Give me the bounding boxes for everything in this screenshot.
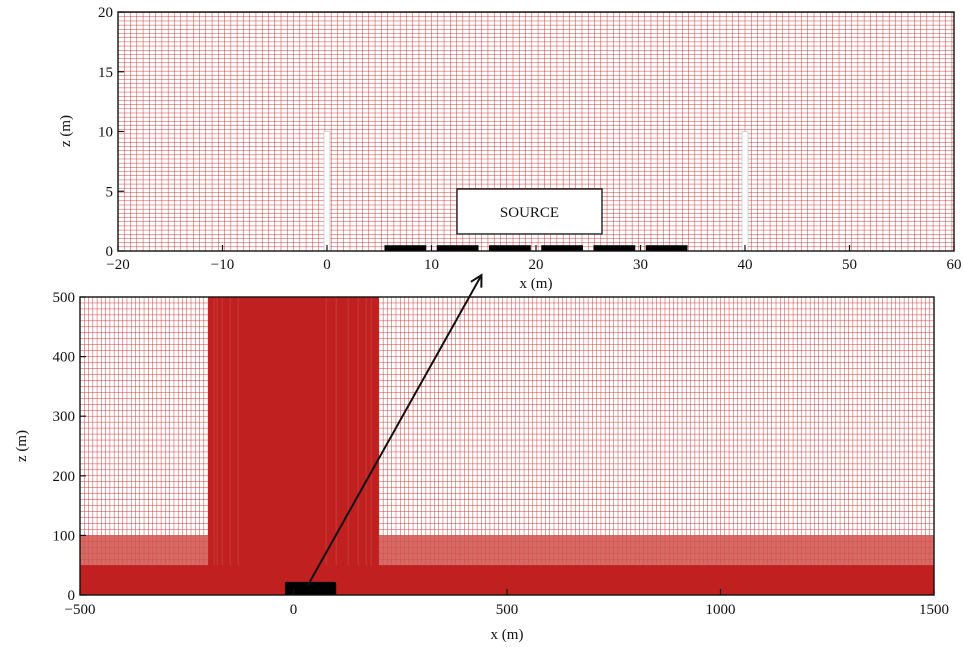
column-streaks <box>213 297 372 566</box>
top-ytick-label: 0 <box>106 244 114 260</box>
top-ytick-label: 5 <box>106 184 114 200</box>
bottom-mesh-area <box>80 297 934 595</box>
top-ytick-label: 15 <box>98 65 113 81</box>
bottom-ytick-label: 100 <box>53 528 76 544</box>
top-xtick-label: −20 <box>106 257 129 273</box>
top-ylabel: z (m) <box>58 115 74 147</box>
bottom-ytick-label: 200 <box>53 469 76 485</box>
bottom-xtick-label: 500 <box>496 602 519 618</box>
top-xtick-label: 60 <box>947 257 962 273</box>
bottom-ytick-label: 0 <box>68 588 76 604</box>
source-block-2 <box>436 245 479 251</box>
source-block-4 <box>541 245 584 251</box>
bottom-xtick-label: 1500 <box>919 602 949 618</box>
top-ytick-label: 10 <box>98 125 113 141</box>
bottom-ytick-label: 300 <box>53 409 76 425</box>
bottom-source-block <box>284 581 337 595</box>
bottom-xtick-label: 1000 <box>706 602 736 618</box>
bottom-xtick-label: −500 <box>65 602 96 618</box>
bottom-xtick-label: 0 <box>290 602 298 618</box>
top-xtick-label: 30 <box>633 257 648 273</box>
source-block-5 <box>593 245 636 251</box>
source-block-6 <box>645 245 688 251</box>
top-xtick-label: 40 <box>738 257 753 273</box>
wall-1 <box>323 131 331 251</box>
top-xtick-label: −10 <box>211 257 234 273</box>
dense-column <box>208 297 379 595</box>
bottom-ytick-label: 400 <box>53 350 76 366</box>
bottom-xlabel: x (m) <box>491 627 524 643</box>
bottom-ylabel: z (m) <box>14 430 30 462</box>
top-xtick-label: 0 <box>323 257 331 273</box>
bottom-ytick-label: 500 <box>53 290 76 306</box>
top-xlabel: x (m) <box>520 276 553 292</box>
wall-2 <box>741 131 749 251</box>
top-xtick-label: 50 <box>842 257 857 273</box>
source-block-3 <box>488 245 531 251</box>
source-label: SOURCE <box>500 205 559 221</box>
top-ticks: −20 −10 0 10 20 30 40 50 60 0 5 10 15 20 <box>98 5 962 273</box>
zoom-arrow <box>307 276 481 586</box>
top-ytick-label: 20 <box>98 5 113 21</box>
top-xtick-label: 10 <box>424 257 439 273</box>
top-grid <box>118 12 954 251</box>
top-xtick-label: 20 <box>529 257 544 273</box>
top-mesh-area <box>118 12 954 251</box>
source-block-1 <box>384 245 427 251</box>
source-label-box: SOURCE <box>456 188 603 235</box>
